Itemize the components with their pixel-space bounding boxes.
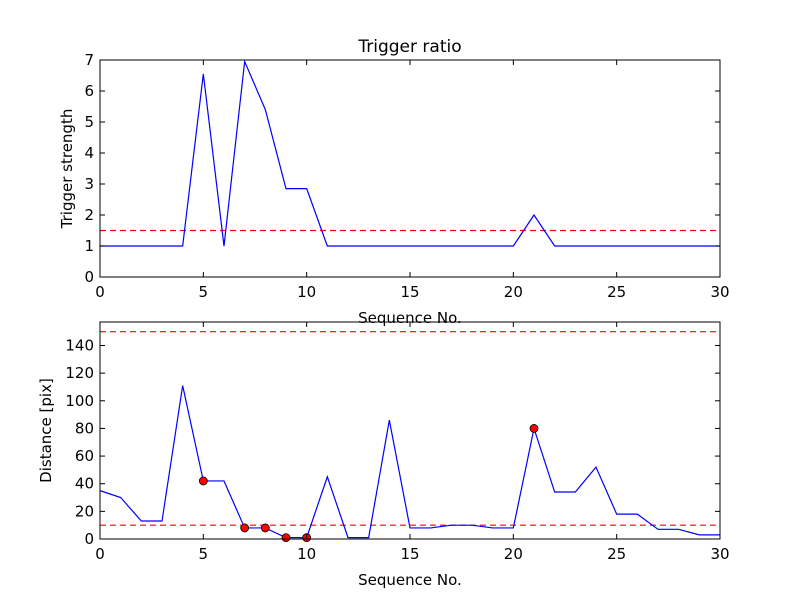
x-tick-label: 5 xyxy=(199,545,209,563)
x-tick-label: 30 xyxy=(710,283,729,301)
y-axis-label: Trigger strength xyxy=(58,109,76,230)
y-tick-label: 1 xyxy=(84,237,94,255)
y-tick-label: 5 xyxy=(84,113,94,131)
y-tick-label: 3 xyxy=(84,175,94,193)
data-point-marker xyxy=(198,476,208,486)
x-tick-label: 5 xyxy=(199,283,209,301)
distance-chart: 0 5 10 15 20 25 30 0 20 40 60 80 100 120 140 Sequence N… xyxy=(37,321,730,589)
y-tick-label: 80 xyxy=(75,419,94,437)
y-tick-label: 60 xyxy=(75,447,94,465)
y-tick-label: 7 xyxy=(84,51,94,69)
x-tick-label: 10 xyxy=(297,283,316,301)
x-tick-label: 15 xyxy=(400,545,419,563)
x-axis-label: Sequence No. xyxy=(358,571,462,589)
series-line xyxy=(100,59,720,247)
y-tick-label: 4 xyxy=(84,144,94,162)
x-tick-label: 25 xyxy=(607,545,626,563)
x-tick-label: 25 xyxy=(607,283,626,301)
x-tick-label: 10 xyxy=(297,545,316,563)
chart-title: Trigger ratio xyxy=(357,37,461,57)
y-tick-label: 6 xyxy=(84,82,94,100)
y-tick-label: 0 xyxy=(84,268,94,286)
y-tick-label: 20 xyxy=(75,502,94,520)
data-point-marker xyxy=(260,523,270,533)
x-tick-label: 30 xyxy=(710,545,729,563)
x-tick-label: 20 xyxy=(504,283,523,301)
y-tick-label: 0 xyxy=(84,530,94,548)
data-point-marker xyxy=(529,424,539,433)
y-tick-label: 40 xyxy=(75,475,94,493)
y-axis-label: Distance [pix] xyxy=(37,378,55,483)
y-tick-label: 120 xyxy=(65,364,94,382)
x-tick-label: 0 xyxy=(95,545,105,563)
y-tick-label: 2 xyxy=(84,206,94,224)
x-tick-label: 0 xyxy=(95,283,105,301)
x-tick-label: 15 xyxy=(400,283,419,301)
y-tick-label: 100 xyxy=(65,392,94,410)
x-tick-label: 20 xyxy=(504,545,523,563)
y-tick-label: 140 xyxy=(65,336,94,354)
data-point-marker xyxy=(281,533,291,543)
data-point-marker xyxy=(240,523,250,533)
